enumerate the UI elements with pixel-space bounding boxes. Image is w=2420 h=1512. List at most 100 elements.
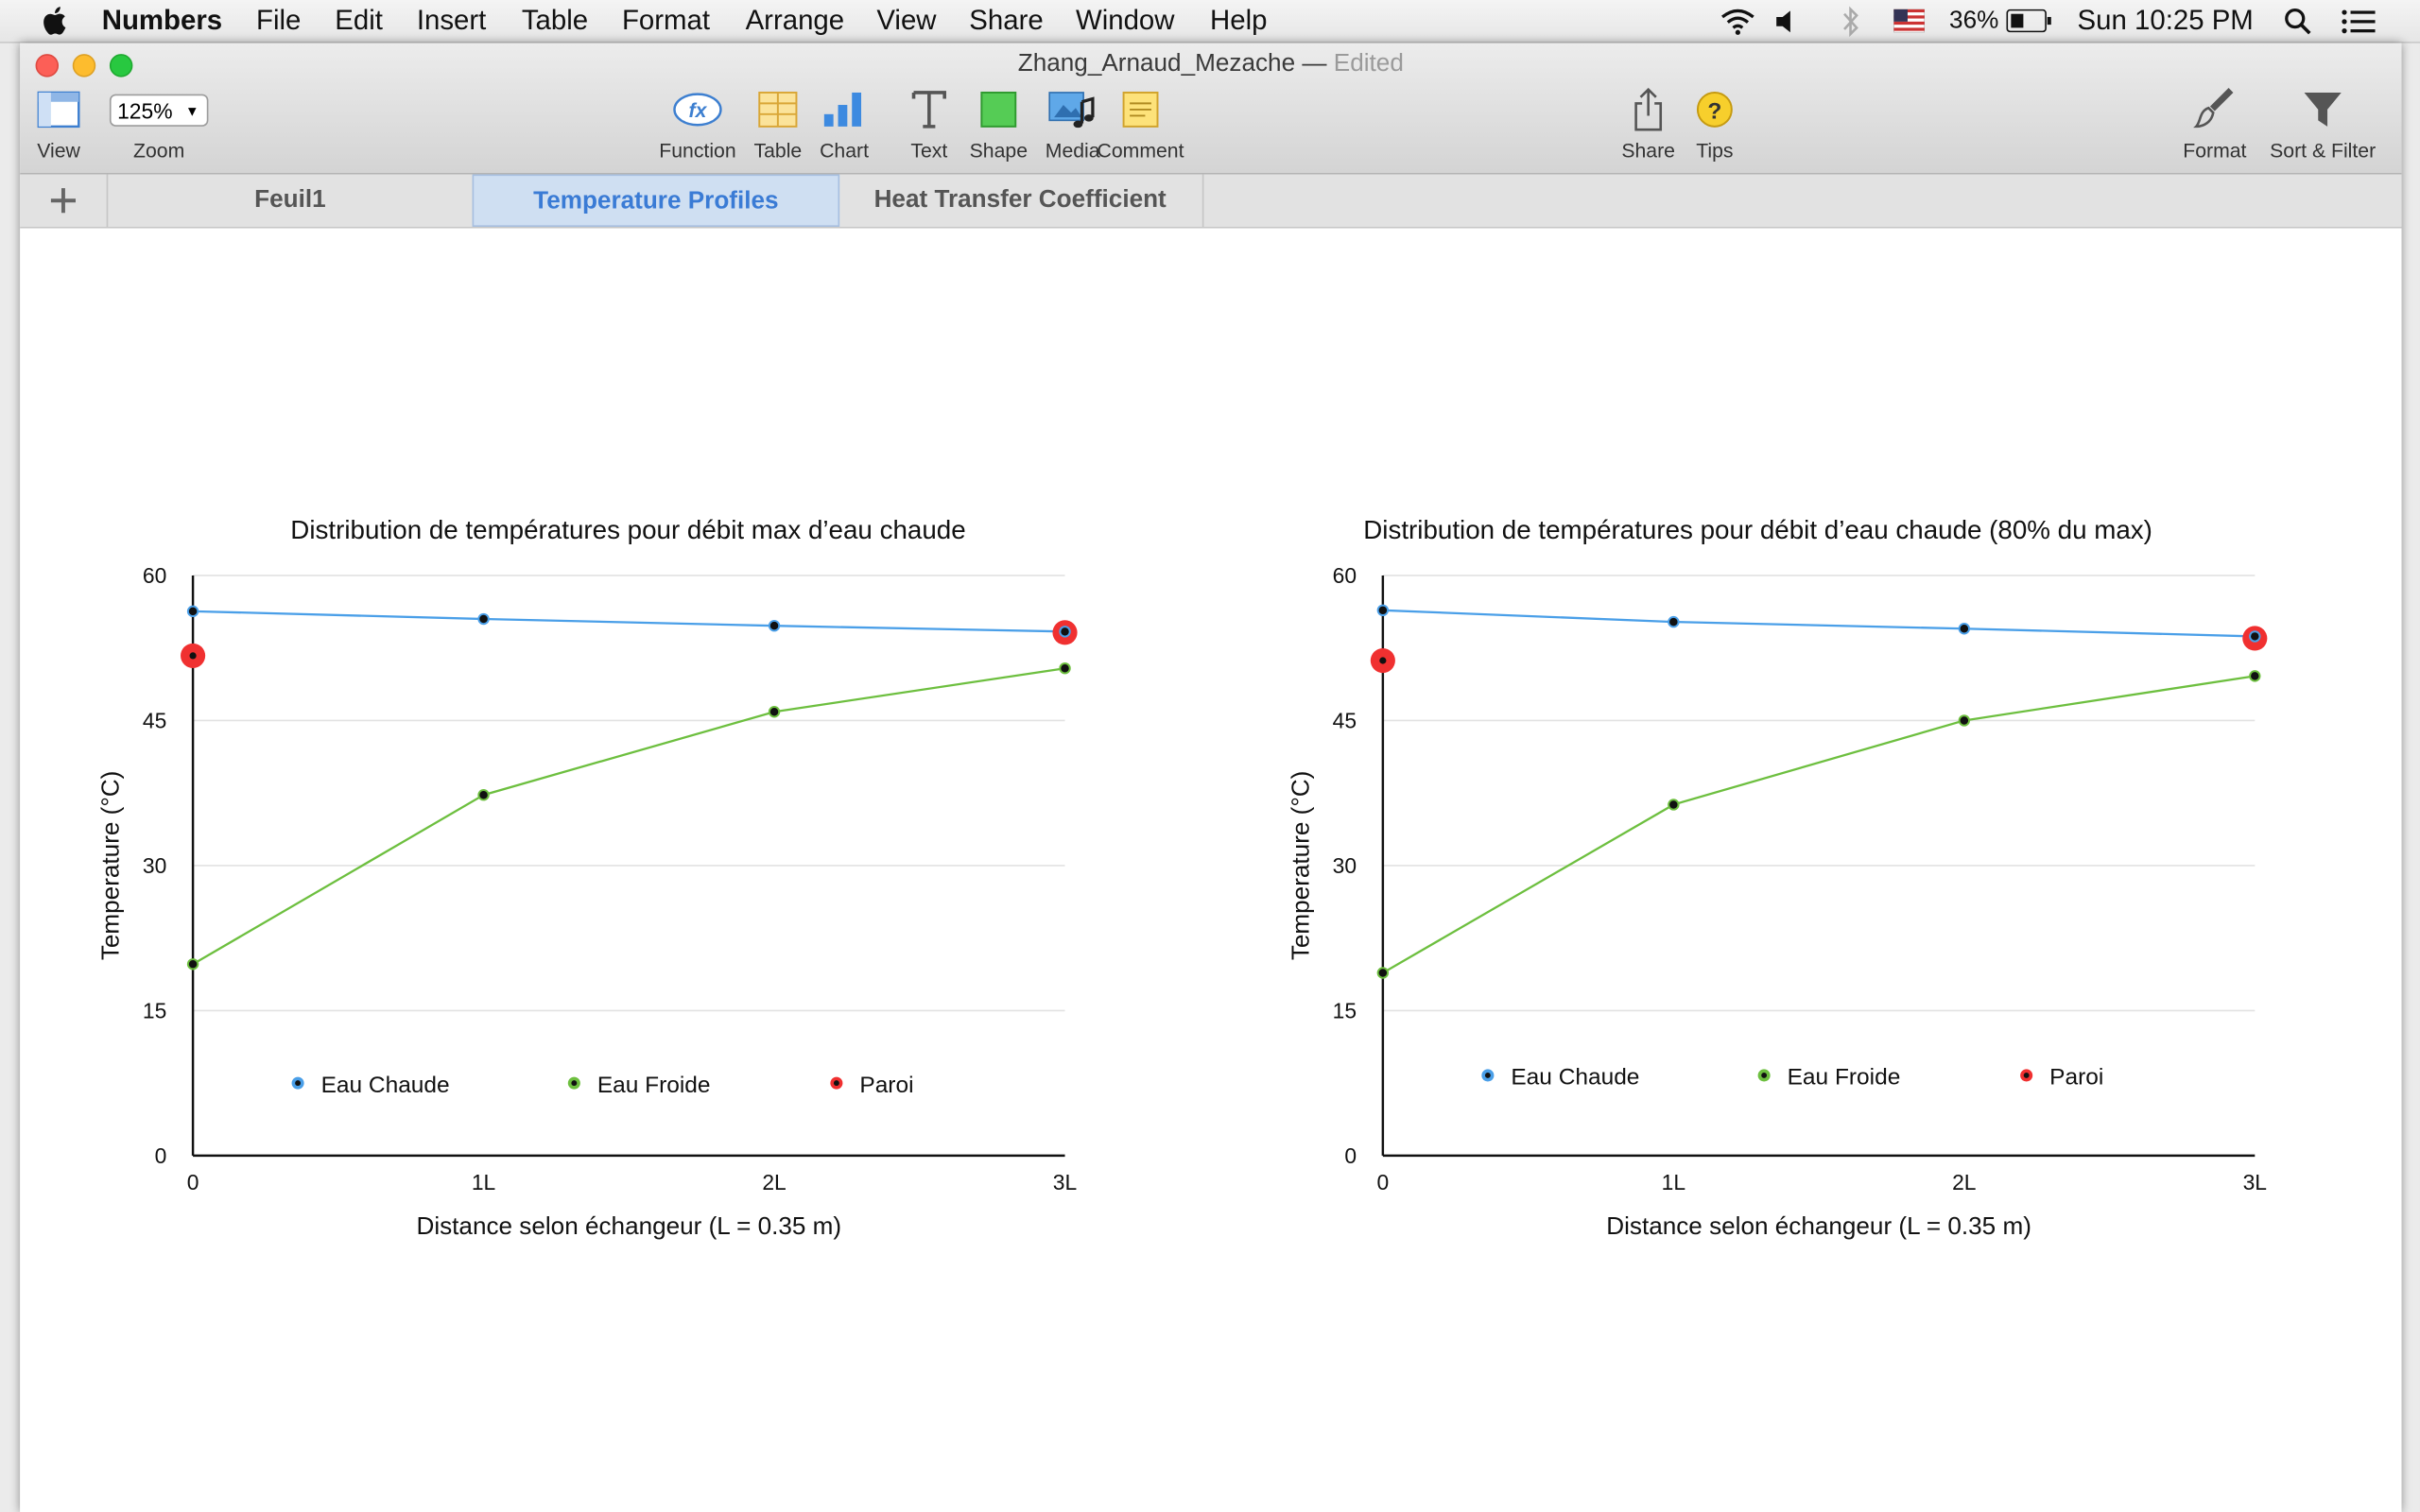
chart-2-title: Distribution de températures pour débit … [1363,515,2152,545]
menu-window[interactable]: Window [1075,4,1175,36]
chart-2-data-point [1376,604,1390,617]
chart-1-legend-marker-center [571,1080,578,1087]
chart-1[interactable]: Distribution de températures pour débit … [20,229,1210,1512]
chart-1-legend-label: Eau Chaude [321,1073,450,1098]
shape-button[interactable]: Shape [968,86,1029,162]
volume-icon[interactable] [1775,9,1800,34]
tab-feuil1[interactable]: Feuil1 [108,174,475,227]
text-label: Text [910,138,948,163]
chart-1-data-point [1059,626,1071,638]
menu-insert[interactable]: Insert [416,4,487,36]
zoom-window-button[interactable] [109,54,133,77]
media-button[interactable]: Media [1042,86,1103,162]
chart-1-legend-label: Paroi [859,1073,913,1098]
chart-2-series-line-1 [1382,609,2256,638]
chart-1-title: Distribution de températures pour débit … [290,515,966,545]
format-button[interactable]: Format [2174,86,2255,162]
text-button[interactable]: Text [906,86,952,162]
add-sheet-button[interactable] [20,174,109,227]
media-label: Media [1045,138,1100,163]
tips-button[interactable]: ? Tips [1690,86,1739,162]
zoom-select[interactable]: 125% ▼ [109,94,209,127]
chart-1-legend-marker-center [833,1080,839,1087]
chart-2-legend-label: Eau Froide [1788,1065,1901,1091]
chart-2-plot[interactable]: 0 15 30 45 60 0 1L 2L 3L Distance selon échangeur… [1210,229,2401,1512]
chart-1-y-tick-label: 15 [143,999,166,1023]
chart-1-x-tick-label: 0 [187,1170,199,1194]
chart-2-y-axis-label: Temperature (°C) [1286,771,1314,961]
share-button[interactable]: Share [1619,86,1678,162]
menu-view[interactable]: View [876,4,937,36]
apple-menu-icon[interactable] [40,7,67,36]
chart-1-plot[interactable]: 0 15 30 45 60 0 1L 2L 3L Distance selon échangeur… [20,229,1210,1512]
chart-2-data-point [1958,714,1971,727]
tips-label: Tips [1696,138,1734,163]
menu-app-numbers[interactable]: Numbers [101,4,223,36]
chart-2-legend-marker-center [1484,1073,1491,1078]
function-button[interactable]: fx Function [656,86,739,162]
comment-button[interactable]: Comment [1095,86,1187,162]
chart-1-data-point [477,789,490,801]
chart-button[interactable]: Chart [817,86,873,162]
svg-text:?: ? [1707,99,1721,125]
chart-1-data-point [186,605,199,618]
zoom-label-wrap: Zoom [131,139,187,162]
media-icon [1048,92,1095,129]
chart-2-legend-label: Eau Chaude [1511,1065,1639,1091]
bluetooth-icon[interactable] [1840,6,1861,38]
chart-1-series-line-2 [192,667,1065,966]
view-button[interactable]: View [36,86,82,162]
chart-2-x-tick-label: 3L [2243,1170,2267,1194]
spotlight-search-icon[interactable] [2284,8,2311,35]
comment-label: Comment [1097,138,1184,163]
table-icon [758,91,798,128]
chart-2-data-point [1668,799,1680,811]
tab-heat-transfer-coefficient[interactable]: Heat Transfer Coefficient [838,174,1204,227]
tab-temperature-profiles[interactable]: Temperature Profiles [472,174,840,227]
comment-icon [1122,91,1159,128]
chart-1-legend-marker-center [295,1080,302,1087]
chart-1-data-point [768,706,781,718]
chart-2-data-point [1668,615,1680,628]
chart-2-data-point [1376,967,1390,979]
menu-share[interactable]: Share [969,4,1044,36]
chart-label: Chart [820,138,870,163]
menu-file[interactable]: File [256,4,302,36]
sort-filter-button[interactable]: Sort & Filter [2264,86,2381,162]
chart-2-x-tick-label: 2L [1952,1170,1976,1194]
table-button[interactable]: Table [752,86,804,162]
chart-1-data-point [768,619,781,632]
title-separator: — [1302,50,1327,77]
share-label: Share [1621,138,1675,163]
chart-1-data-point [186,958,199,971]
chart-2-data-point [1958,623,1971,635]
chevron-down-icon: ▼ [185,103,199,119]
zoom-value: 125% [117,98,173,124]
chart-2-data-point [2249,670,2261,682]
chart-icon [823,92,862,127]
battery-icon[interactable] [2006,9,2052,33]
menu-edit[interactable]: Edit [335,4,383,36]
numbers-window: Zhang_Arnaud_Mezache — Edited View 125% … [20,43,2402,1512]
chart-1-y-axis-label: Temperature (°C) [96,771,125,961]
menu-table[interactable]: Table [521,4,589,36]
chart-2-y-tick-label: 60 [1333,563,1357,588]
menu-arrange[interactable]: Arrange [745,4,845,36]
wifi-icon[interactable] [1720,8,1756,35]
view-label: View [37,138,80,163]
us-flag-icon[interactable] [1893,9,1925,33]
sheet-tab-bar: Feuil1 Temperature Profiles Heat Transfe… [20,174,2402,229]
close-window-button[interactable] [35,54,60,77]
chart-2[interactable]: Distribution de températures pour débit … [1210,229,2401,1512]
menu-format[interactable]: Format [621,4,711,36]
menu-help[interactable]: Help [1209,4,1268,36]
notification-center-icon[interactable] [2342,9,2376,34]
chart-1-x-tick-label: 1L [472,1170,495,1194]
chart-1-x-tick-label: 2L [762,1170,786,1194]
view-icon [37,91,80,129]
chart-1-y-tick-label: 45 [143,709,166,733]
chart-1-x-axis-label: Distance selon échangeur (L = 0.35 m) [416,1211,841,1240]
sort-filter-label: Sort & Filter [2270,138,2377,163]
menubar-clock[interactable]: Sun 10:25 PM [2077,4,2254,36]
minimize-window-button[interactable] [72,54,96,77]
